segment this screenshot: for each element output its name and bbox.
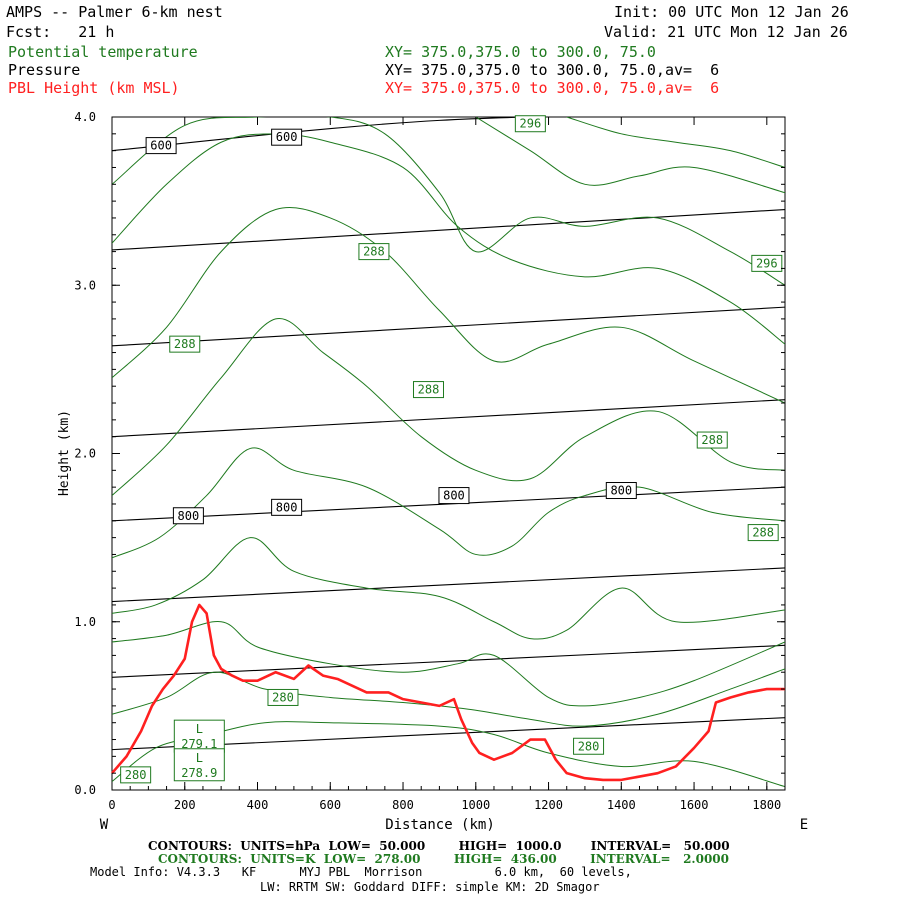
pressure-contours xyxy=(112,117,785,751)
footer-contours-hpa: CONTOURS: UNITS=hPa LOW= 50.000 HIGH= 10… xyxy=(148,839,730,853)
pressure-label-3-1-text: 800 xyxy=(276,500,298,514)
theta-line-9 xyxy=(475,117,785,194)
low-annotation-letter: L xyxy=(196,722,203,736)
x-tick-label: 600 xyxy=(319,798,341,812)
low-annotation-value: 279.1 xyxy=(181,737,217,751)
x-axis-label: Distance (km) xyxy=(385,817,495,833)
theta-label-5-2: 288 xyxy=(747,524,779,542)
y-axis-label: Height (km) xyxy=(57,410,72,496)
field1-xy: XY= 375.0,375.0 to 300.0, 75.0 xyxy=(385,43,656,61)
theta-label-6-0: 288 xyxy=(169,335,201,353)
pressure-label-7-0: 600 xyxy=(145,137,177,155)
x-tick-label: 400 xyxy=(247,798,269,812)
theta-line-6 xyxy=(112,207,785,404)
header-fcst: Fcst: 21 h xyxy=(6,23,115,41)
theta-line-8 xyxy=(112,117,785,286)
theta-label-8-1-text: 296 xyxy=(756,256,778,270)
pressure-line-2 xyxy=(112,567,785,603)
low-annotation-value: 278.9 xyxy=(181,766,217,780)
theta-line-3 xyxy=(112,537,785,640)
contour-labels: 800 800 800 800 600 600 280 280 280 288 288 288 288 2… xyxy=(120,115,783,784)
field3-xy: XY= 375.0,375.0 to 300.0, 75.0,av= 6 xyxy=(385,79,720,97)
theta-label-5-1-text: 288 xyxy=(701,433,723,447)
x-tick-label: 1200 xyxy=(534,798,563,812)
theta-label-5-1: 288 xyxy=(696,431,728,449)
footer-contours-k: CONTOURS: UNITS=K LOW= 278.00 HIGH= 436.… xyxy=(158,852,729,866)
x-tick-label: 1600 xyxy=(680,798,709,812)
field2-name: Pressure xyxy=(8,61,81,79)
theta-label-8-0: 288 xyxy=(358,243,390,261)
y-tick-label: 3.0 xyxy=(74,278,96,292)
pressure-label-3-2-text: 800 xyxy=(443,489,465,503)
pressure-label-3-0: 800 xyxy=(172,507,204,525)
theta-line-7 xyxy=(112,133,785,345)
x-axis-left-label: W xyxy=(100,817,109,833)
axes: 0 200 400 600 800 1000 1200 1400 1600 1800 0.0 1.0 2… xyxy=(74,110,786,812)
footer-model-info-2: LW: RRTM SW: Goddard DIFF: simple KM: 2D… xyxy=(260,880,600,894)
pressure-line-4 xyxy=(112,399,785,438)
theta-line-1 xyxy=(112,668,785,727)
theta-label-8-1: 296 xyxy=(751,254,783,272)
pbl-height-layer xyxy=(111,603,785,782)
theta-label-0-0: 280 xyxy=(120,766,152,784)
header-title: AMPS -- Palmer 6-km nest xyxy=(6,3,223,21)
y-tick-label: 0.0 xyxy=(74,783,96,797)
x-tick-label: 1000 xyxy=(461,798,490,812)
theta-line-10 xyxy=(566,117,785,168)
theta-label-0-1-text: 280 xyxy=(578,739,600,753)
field3-name: PBL Height (km MSL) xyxy=(8,79,180,97)
x-tick-label: 1800 xyxy=(752,798,781,812)
theta-label-0-1: 280 xyxy=(573,737,605,755)
theta-label-8-0-text: 288 xyxy=(363,245,385,259)
theta-label-5-0: 288 xyxy=(412,381,444,399)
x-tick-label: 200 xyxy=(174,798,196,812)
theta-label-5-0-text: 288 xyxy=(418,383,440,397)
theta-label-6-0-text: 288 xyxy=(174,337,196,351)
field1-name: Potential temperature xyxy=(8,43,198,61)
header-init: Init: 00 UTC Mon 12 Jan 26 xyxy=(614,3,849,21)
theta-label-1-0: 280 xyxy=(267,688,299,706)
pressure-label-3-2: 800 xyxy=(438,487,470,505)
x-tick-label: 0 xyxy=(108,798,115,812)
theta-line-4 xyxy=(112,447,785,559)
theta-label-1-0-text: 280 xyxy=(272,690,294,704)
pressure-line-5 xyxy=(112,306,785,347)
theta-line-2 xyxy=(112,621,785,707)
pressure-label-3-1: 800 xyxy=(271,498,303,516)
pressure-label-3-0-text: 800 xyxy=(178,509,200,523)
pressure-label-3-3: 800 xyxy=(605,482,637,500)
pressure-label-3-3-text: 800 xyxy=(610,484,632,498)
pressure-label-7-1-text: 600 xyxy=(276,130,298,144)
x-tick-label: 1400 xyxy=(607,798,636,812)
theta-line-5 xyxy=(112,318,785,496)
theta-label-0-0-text: 280 xyxy=(125,768,147,782)
y-tick-label: 1.0 xyxy=(74,615,96,629)
header-valid: Valid: 21 UTC Mon 12 Jan 26 xyxy=(604,23,848,41)
theta-label-10-0-text: 296 xyxy=(520,117,542,131)
x-tick-label: 800 xyxy=(392,798,414,812)
pressure-line-7 xyxy=(112,117,551,152)
y-tick-label: 2.0 xyxy=(74,447,96,461)
footer-model-info: Model Info: V4.3.3 KF MYJ PBL Morrison 6… xyxy=(90,865,632,879)
pressure-label-7-1: 600 xyxy=(271,128,303,146)
pbl-height-line xyxy=(111,603,785,782)
x-axis-right-label: E xyxy=(800,817,808,833)
theta-label-10-0: 296 xyxy=(514,115,546,133)
pressure-line-6 xyxy=(112,208,785,251)
theta-label-5-2-text: 288 xyxy=(752,526,774,540)
low-annotation-letter: L xyxy=(196,751,203,765)
y-tick-label: 4.0 xyxy=(74,110,96,124)
pressure-label-7-0-text: 600 xyxy=(150,139,172,153)
field2-xy: XY= 375.0,375.0 to 300.0, 75.0,av= 6 xyxy=(385,61,720,79)
